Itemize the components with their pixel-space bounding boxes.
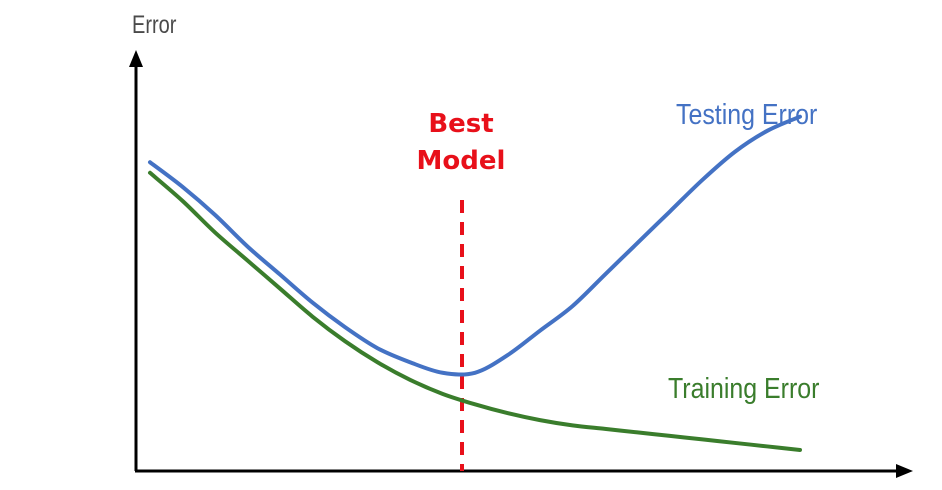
series-line-training-error (148, 170, 802, 452)
x-axis-arrow-icon (896, 464, 913, 478)
series-label-testing-error: Testing Error (676, 98, 817, 130)
annotation-best: Best (428, 109, 493, 139)
series-line-testing-error (148, 114, 802, 377)
annotation-model: Model (417, 146, 506, 176)
y-axis-arrow-icon (129, 50, 143, 67)
y-axis-label: Error (132, 11, 177, 39)
series-label-training-error: Training Error (668, 372, 819, 404)
